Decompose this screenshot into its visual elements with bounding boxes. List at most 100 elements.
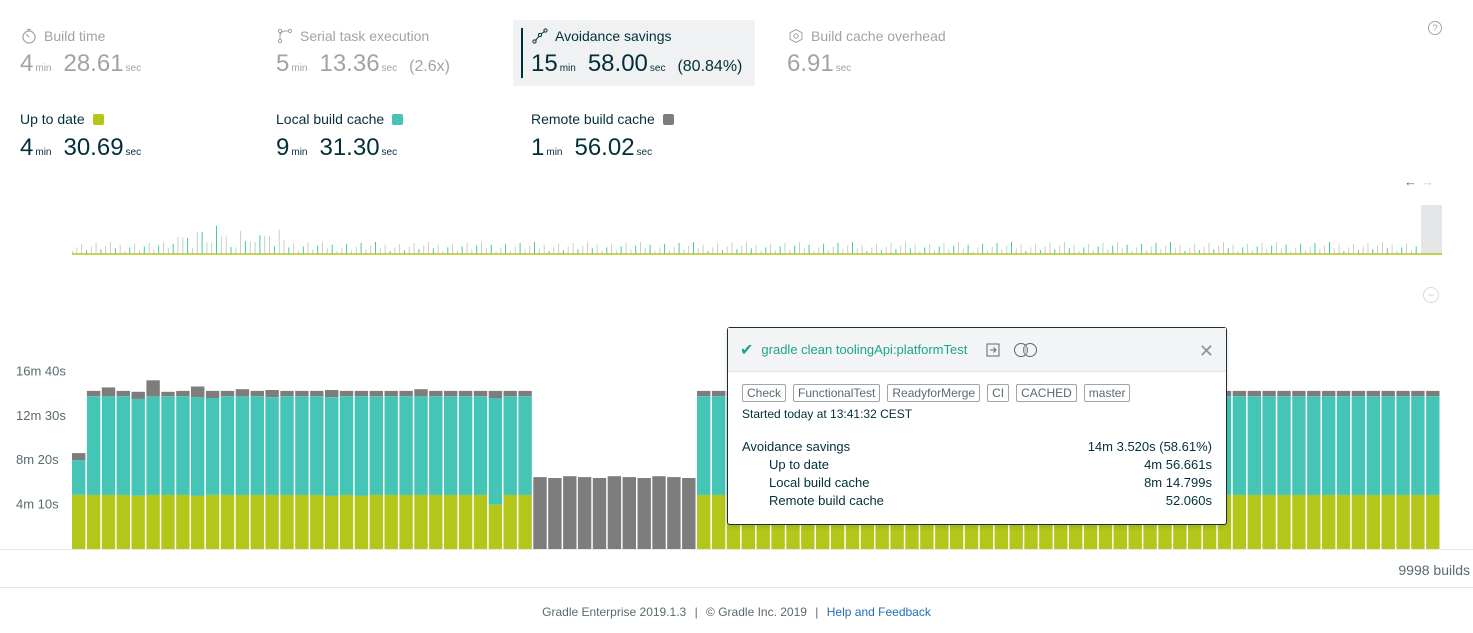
bar-segment[interactable] bbox=[1396, 494, 1410, 549]
bar-segment[interactable] bbox=[1351, 396, 1366, 495]
bar-segment[interactable] bbox=[116, 494, 130, 549]
bar-segment[interactable] bbox=[577, 477, 592, 549]
bar-segment[interactable] bbox=[384, 390, 398, 397]
bar-segment[interactable] bbox=[280, 396, 294, 495]
bar-segment[interactable] bbox=[176, 494, 190, 549]
bar-segment[interactable] bbox=[697, 494, 711, 549]
bar-segment[interactable] bbox=[1262, 494, 1276, 549]
bar-segment[interactable] bbox=[697, 396, 711, 495]
bar-segment[interactable] bbox=[1307, 396, 1321, 495]
bar-segment[interactable] bbox=[473, 494, 488, 549]
bar-segment[interactable] bbox=[369, 396, 383, 495]
bar-segment[interactable] bbox=[1396, 390, 1410, 397]
bar-segment[interactable] bbox=[1426, 396, 1440, 495]
bar-segment[interactable] bbox=[369, 390, 383, 397]
bar-segment[interactable] bbox=[86, 390, 101, 397]
bar-segment[interactable] bbox=[191, 495, 205, 549]
bar-segment[interactable] bbox=[131, 398, 145, 496]
help-feedback-link[interactable]: Help and Feedback bbox=[826, 605, 931, 619]
bar-segment[interactable] bbox=[1262, 390, 1276, 397]
bar-segment[interactable] bbox=[1366, 494, 1380, 549]
bar-segment[interactable] bbox=[607, 476, 622, 549]
bar-segment[interactable] bbox=[444, 396, 458, 495]
bar-segment[interactable] bbox=[1292, 396, 1306, 495]
bar-segment[interactable] bbox=[250, 396, 264, 495]
bar-segment[interactable] bbox=[473, 390, 488, 397]
tag[interactable]: master bbox=[1083, 384, 1131, 402]
bar-segment[interactable] bbox=[563, 476, 577, 549]
bar-segment[interactable] bbox=[101, 494, 116, 549]
category-remote-build-cache[interactable]: Remote build cache 1 min 56.02 sec bbox=[531, 104, 674, 162]
bar-segment[interactable] bbox=[295, 494, 309, 549]
bar-segment[interactable] bbox=[1322, 494, 1336, 549]
bar-segment[interactable] bbox=[429, 494, 443, 549]
bar-segment[interactable] bbox=[176, 390, 190, 397]
bar-segment[interactable] bbox=[414, 494, 428, 549]
bar-segment[interactable] bbox=[1277, 390, 1291, 397]
bar-segment[interactable] bbox=[1366, 390, 1380, 397]
bar-segment[interactable] bbox=[518, 494, 532, 549]
bar-segment[interactable] bbox=[146, 380, 160, 397]
bar-segment[interactable] bbox=[101, 396, 116, 495]
bar-segment[interactable] bbox=[697, 390, 711, 397]
bar-segment[interactable] bbox=[711, 396, 726, 495]
bar-segment[interactable] bbox=[72, 460, 86, 495]
bar-segment[interactable] bbox=[488, 398, 503, 505]
bar-segment[interactable] bbox=[1366, 396, 1380, 495]
bar-segment[interactable] bbox=[488, 504, 503, 549]
bar-segment[interactable] bbox=[711, 494, 726, 549]
bar-segment[interactable] bbox=[1247, 494, 1261, 549]
tag[interactable]: Check bbox=[742, 384, 787, 402]
bar-segment[interactable] bbox=[354, 390, 369, 397]
bar-segment[interactable] bbox=[1262, 396, 1276, 495]
tag[interactable]: ReadyforMerge bbox=[887, 384, 981, 402]
arrow-right-icon[interactable]: → bbox=[1421, 174, 1434, 189]
bar-segment[interactable] bbox=[503, 494, 517, 549]
bar-segment[interactable] bbox=[265, 390, 279, 398]
bar-segment[interactable] bbox=[1322, 396, 1336, 495]
bar-segment[interactable] bbox=[1247, 396, 1261, 495]
bar-segment[interactable] bbox=[444, 494, 458, 549]
bar-segment[interactable] bbox=[1322, 390, 1336, 397]
arrow-left-icon[interactable]: ← bbox=[1404, 174, 1417, 189]
bar-segment[interactable] bbox=[1381, 396, 1395, 495]
bar-segment[interactable] bbox=[488, 390, 503, 398]
bar-segment[interactable] bbox=[414, 396, 428, 495]
bar-segment[interactable] bbox=[1336, 494, 1351, 549]
bar-segment[interactable] bbox=[161, 391, 175, 397]
bar-segment[interactable] bbox=[667, 477, 681, 549]
bar-segment[interactable] bbox=[384, 396, 398, 495]
bar-segment[interactable] bbox=[1351, 494, 1366, 549]
bar-segment[interactable] bbox=[205, 398, 220, 495]
bar-segment[interactable] bbox=[1307, 494, 1321, 549]
bar-segment[interactable] bbox=[652, 476, 666, 549]
tag[interactable]: CACHED bbox=[1016, 384, 1077, 402]
bar-segment[interactable] bbox=[235, 494, 250, 549]
bar-segment[interactable] bbox=[1351, 390, 1366, 397]
bar-segment[interactable] bbox=[399, 390, 413, 397]
bar-segment[interactable] bbox=[146, 396, 160, 495]
bar-segment[interactable] bbox=[1232, 494, 1247, 549]
bar-segment[interactable] bbox=[1277, 396, 1291, 495]
close-icon[interactable]: ✕ bbox=[1198, 341, 1214, 361]
bar-segment[interactable] bbox=[369, 494, 383, 549]
bar-segment[interactable] bbox=[310, 494, 324, 549]
category-local-build-cache[interactable]: Local build cache 9 min 31.30 sec bbox=[276, 104, 409, 162]
bar-segment[interactable] bbox=[235, 396, 250, 495]
metric-avoidance-savings[interactable]: Avoidance savings 15 min 58.00 sec (80.84%… bbox=[513, 20, 755, 86]
bar-segment[interactable] bbox=[220, 390, 235, 397]
bar-segment[interactable] bbox=[131, 495, 145, 549]
bar-segment[interactable] bbox=[116, 396, 130, 495]
bar-segment[interactable] bbox=[1396, 396, 1410, 495]
bar-segment[interactable] bbox=[295, 390, 309, 397]
metric-build-time[interactable]: Build time 4 min 28.61 sec bbox=[20, 20, 250, 86]
bar-segment[interactable] bbox=[399, 494, 413, 549]
bar-segment[interactable] bbox=[1381, 494, 1395, 549]
metric-build-cache-overhead[interactable]: Build cache overhead 6.91 sec bbox=[787, 20, 987, 86]
bar-segment[interactable] bbox=[429, 390, 443, 397]
bar-segment[interactable] bbox=[473, 396, 488, 495]
bar-segment[interactable] bbox=[220, 494, 235, 549]
bar-segment[interactable] bbox=[205, 390, 220, 398]
bar-segment[interactable] bbox=[1307, 390, 1321, 397]
bar-segment[interactable] bbox=[1336, 396, 1351, 495]
